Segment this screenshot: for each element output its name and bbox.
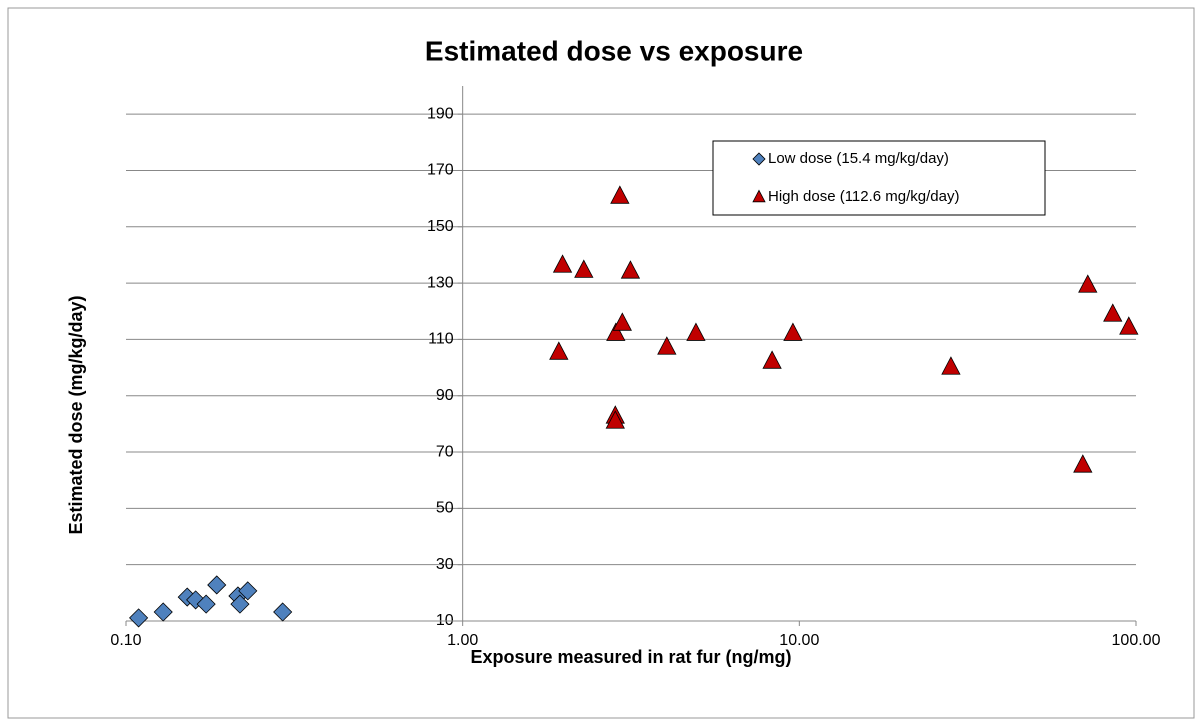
y-tick-label: 150 — [427, 218, 454, 235]
data-point — [1073, 454, 1093, 473]
x-tick-label: 1.00 — [447, 632, 478, 649]
data-point — [186, 590, 206, 610]
data-point — [620, 260, 641, 279]
data-point — [606, 322, 626, 341]
data-point — [552, 254, 573, 273]
y-tick-label: 90 — [436, 387, 454, 404]
y-tick-label: 50 — [436, 500, 454, 517]
data-point — [1119, 316, 1139, 335]
chart-title: Estimated dose vs exposure — [425, 35, 803, 66]
data-point — [273, 602, 293, 622]
data-point — [941, 356, 961, 375]
legend-label: Low dose (15.4 mg/kg/day) — [768, 150, 949, 167]
y-tick-label: 70 — [436, 443, 454, 460]
legend-marker — [752, 189, 766, 203]
data-point — [129, 608, 149, 628]
data-point — [196, 594, 216, 614]
data-point — [1078, 274, 1098, 293]
x-axis-label: Exposure measured in rat fur (ng/mg) — [470, 647, 791, 667]
data-point — [549, 341, 569, 360]
legend-box — [712, 140, 1046, 216]
y-tick-label: 170 — [427, 162, 454, 179]
data-point — [612, 312, 632, 331]
data-point — [238, 581, 258, 601]
y-axis-label: Estimated dose (mg/kg/day) — [66, 295, 86, 534]
legend-label: High dose (112.6 mg/kg/day) — [768, 188, 960, 205]
data-point — [574, 259, 594, 278]
data-point — [1103, 303, 1123, 322]
data-point — [605, 410, 625, 429]
data-point — [610, 185, 630, 204]
data-point — [783, 322, 803, 341]
x-tick-label: 10.00 — [779, 632, 819, 649]
y-tick-label: 110 — [428, 331, 454, 348]
data-point — [686, 322, 706, 341]
legend-marker — [752, 152, 766, 166]
data-point — [230, 594, 250, 614]
y-tick-label: 30 — [436, 556, 454, 573]
data-point — [207, 575, 227, 595]
data-point — [153, 602, 173, 622]
data-point — [762, 350, 782, 369]
data-point — [657, 336, 677, 355]
x-tick-label: 100.00 — [1112, 632, 1161, 649]
x-tick-label: 0.10 — [110, 632, 141, 649]
y-tick-label: 190 — [427, 105, 454, 122]
y-tick-label: 130 — [427, 274, 454, 291]
